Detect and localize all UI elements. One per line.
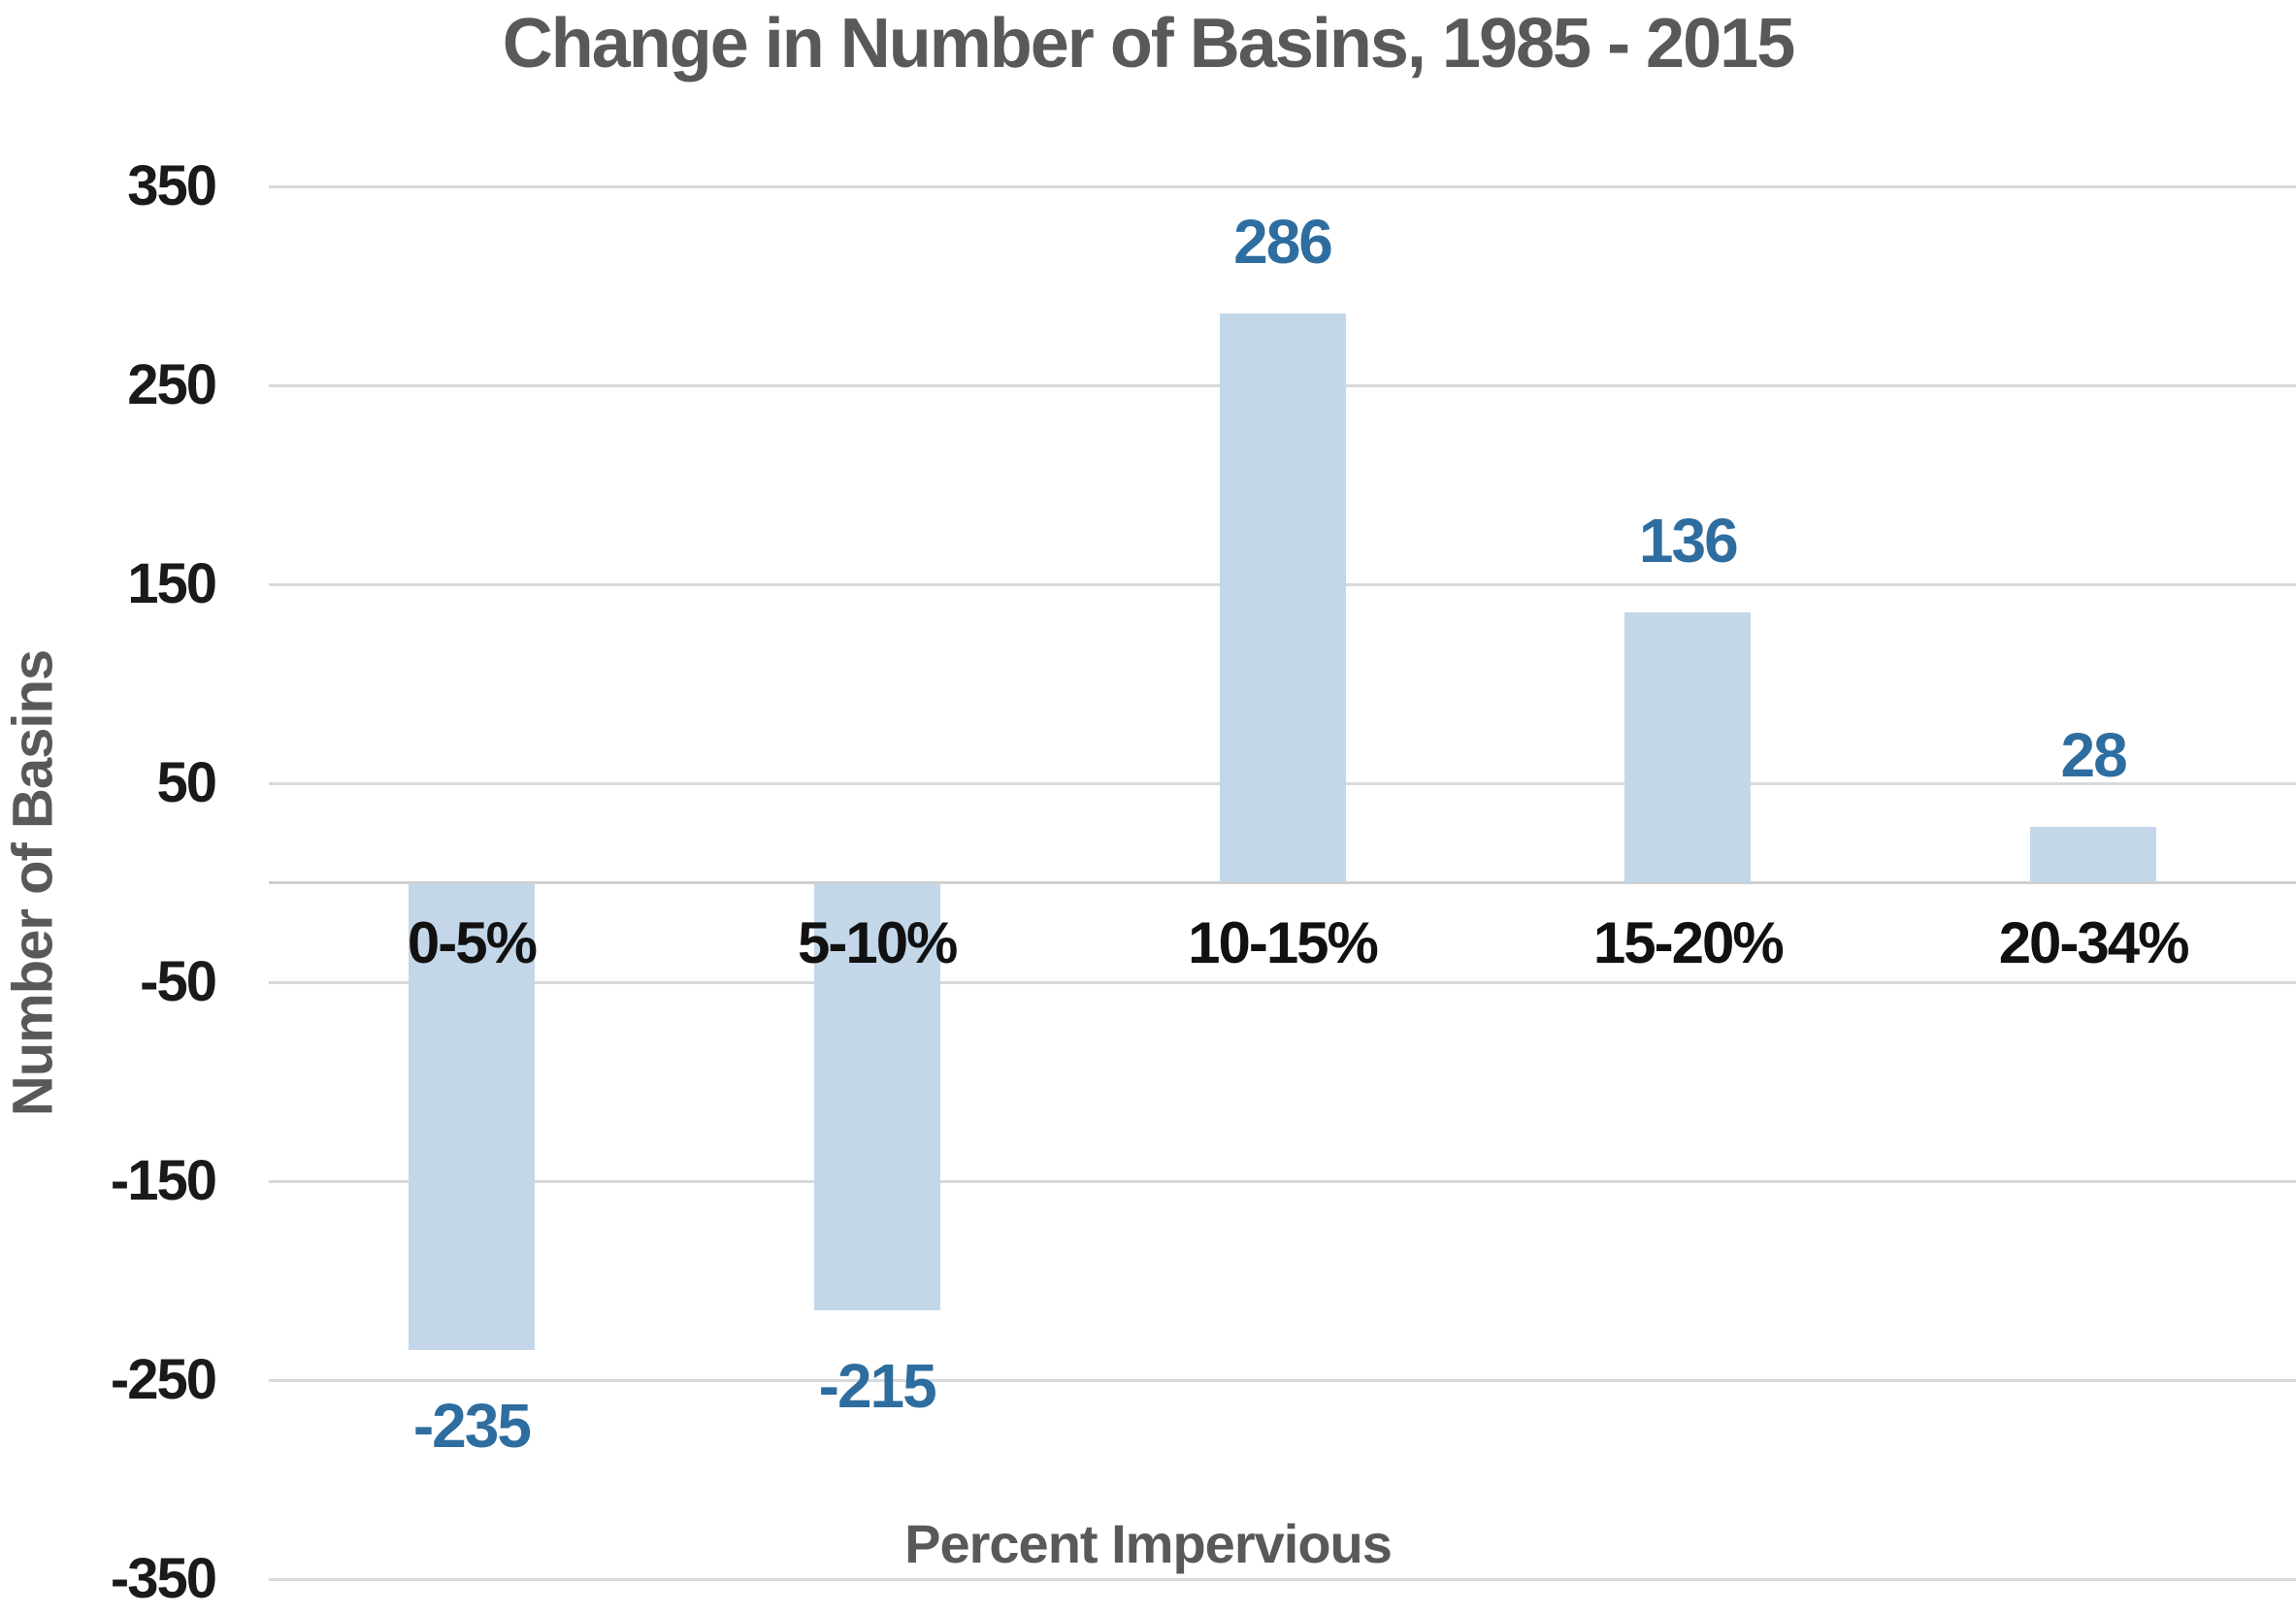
chart-title: Change in Number of Basins, 1985 - 2015: [502, 5, 1795, 82]
category-label-5-10%: 5-10%: [797, 909, 958, 975]
x-axis-title: Percent Impervious: [904, 1513, 1393, 1574]
y-tick-label: -150: [110, 1149, 217, 1212]
y-tick-label: 350: [127, 154, 217, 217]
data-label-10-15%: 286: [1233, 207, 1333, 278]
y-tick-label: 50: [156, 751, 217, 814]
data-label-20-34%: 28: [2060, 720, 2128, 791]
y-tick-label: 150: [127, 552, 217, 615]
y-tick-label: 250: [127, 353, 217, 416]
gridline-y--50: [269, 980, 2296, 984]
category-label-20-34%: 20-34%: [1998, 909, 2190, 975]
y-tick-label: -250: [110, 1348, 217, 1411]
bar-15-20%: [1624, 611, 1752, 883]
gridline-y-350: [269, 184, 2296, 188]
gridline-y--250: [269, 1378, 2296, 1382]
category-label-0-5%: 0-5%: [407, 909, 538, 975]
bar-20-34%: [2030, 827, 2157, 883]
y-tick-label: -350: [110, 1547, 217, 1610]
gridline-y--150: [269, 1179, 2296, 1183]
gridline-y--350: [269, 1577, 2296, 1581]
bar-10-15%: [1219, 313, 1346, 883]
x-axis-line: [269, 881, 2296, 884]
y-axis-title: Number of Basins: [1, 649, 65, 1116]
bar-0-5%: [408, 882, 535, 1351]
data-label-0-5%: -235: [412, 1391, 532, 1462]
category-label-10-15%: 10-15%: [1188, 909, 1379, 975]
data-label-5-10%: -215: [818, 1351, 937, 1422]
bar-5-10%: [813, 882, 940, 1311]
category-label-15-20%: 15-20%: [1592, 909, 1785, 975]
data-label-15-20%: 136: [1638, 505, 1739, 576]
y-tick-label: -50: [140, 950, 217, 1013]
